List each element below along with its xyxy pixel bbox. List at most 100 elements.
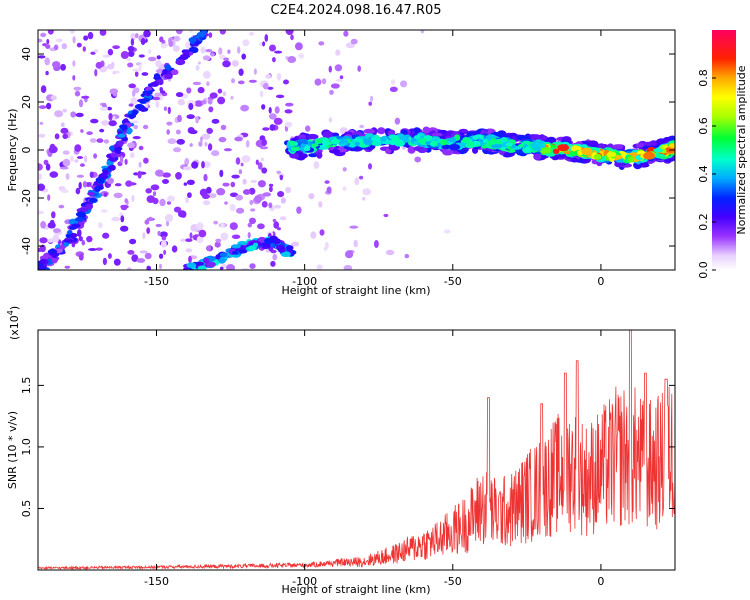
y-tick-label: 0.5 [20,500,33,518]
heatmap-cell [46,38,50,45]
heatmap-cell [127,142,135,149]
heatmap-cell [362,196,366,201]
heatmap-cell [532,147,541,152]
heatmap-cell [287,56,297,63]
x-tick-label: -50 [444,575,462,588]
heatmap-cell [61,189,69,194]
heatmap-cell [189,129,198,135]
heatmap-cell [349,141,357,148]
heatmap-cell [213,220,219,225]
heatmap-cell [201,26,211,30]
heatmap-cell [210,52,215,57]
heatmap-cell [392,136,400,142]
heatmap-cell [224,201,228,205]
heatmap-cell [144,102,148,109]
heatmap-cell [274,50,283,54]
heatmap-cell [257,180,266,188]
heatmap-cell [166,129,170,135]
heatmap-cell [72,75,76,81]
heatmap-cell [231,174,240,179]
heatmap-cell [272,253,278,261]
heatmap-cell [459,148,466,155]
heatmap-cell [97,177,105,184]
spectrogram-panel: -150 -100 -50 0 -40 -20 0 20 40 Height of strai… [6,26,676,297]
heatmap-cell [230,181,236,188]
heatmap-cell [173,206,182,213]
heatmap-cell [150,81,159,87]
heatmap-cell [262,82,269,90]
heatmap-cell [76,174,84,178]
heatmap-cell [229,203,236,212]
heatmap-cell [65,173,70,180]
heatmap-cell [272,57,276,63]
heatmap-cell [183,267,189,270]
colorbar-tick-label: 0.2 [697,213,710,231]
heatmap-cell [524,146,532,153]
heatmap-cell [318,201,323,208]
heatmap-cell [128,50,135,57]
heatmap-cell [144,252,152,260]
heatmap-cell [201,193,210,199]
heatmap-cell [277,191,285,198]
heatmap-cell [71,223,81,229]
heatmap-cell [81,239,86,246]
heatmap-cell [222,182,230,187]
heatmap-cell [450,136,456,143]
heatmap-cell [44,57,50,66]
heatmap-cell [209,92,218,99]
heatmap-cell [231,234,241,240]
heatmap-cell [146,90,153,95]
heatmap-cell [103,192,108,197]
heatmap-cell [206,245,212,252]
heatmap-cell [78,236,83,242]
heatmap-cell [250,208,256,212]
heatmap-cell [310,231,317,239]
heatmap-cell [505,142,513,147]
heatmap-cell [139,99,147,104]
heatmap-cell [112,116,116,122]
heatmap-cell [126,267,132,270]
heatmap-cell [93,153,98,159]
heatmap-cell [108,120,117,127]
heatmap-cell [220,124,227,131]
heatmap-cell [285,102,294,107]
svg-text:(x104): (x104) [6,306,21,340]
heatmap-cell [276,73,282,81]
heatmap-cell [155,60,162,68]
heatmap-cell [79,208,88,213]
heatmap-cell [277,227,281,231]
heatmap-cell [138,54,145,58]
heatmap-cell [148,216,153,222]
heatmap-cell [161,44,167,49]
heatmap-cell [164,64,172,71]
heatmap-cell [139,250,148,254]
heatmap-cell [134,103,145,110]
heatmap-cell [87,31,94,40]
heatmap-cell [83,155,88,163]
heatmap-cell [241,53,246,60]
heatmap-cell [138,161,142,168]
heatmap-cell [200,46,206,54]
x-tick-label: 0 [597,575,604,588]
x-tick-label: -100 [292,575,317,588]
heatmap-cell [255,159,259,165]
heatmap-cell [194,100,204,107]
heatmap-cell [159,231,168,238]
heatmap-cell [185,248,193,253]
heatmap-cell [180,238,186,242]
heatmap-cell [130,33,137,41]
heatmap-cell [46,102,52,110]
heatmap-cell [268,107,272,114]
heatmap-cell [385,249,395,256]
heatmap-cell [279,174,283,181]
heatmap-cell [106,63,115,70]
heatmap-cell [220,252,228,258]
heatmap-cell [186,87,192,94]
heatmap-cell [211,118,220,124]
bottom-x-ticks: -150 -100 -50 0 [144,330,604,588]
heatmap-cell [58,204,65,209]
heatmap-cell [38,210,44,215]
heatmap-cell [113,70,120,74]
y-tick-label: 20 [20,95,33,109]
heatmap-cell [60,63,66,71]
